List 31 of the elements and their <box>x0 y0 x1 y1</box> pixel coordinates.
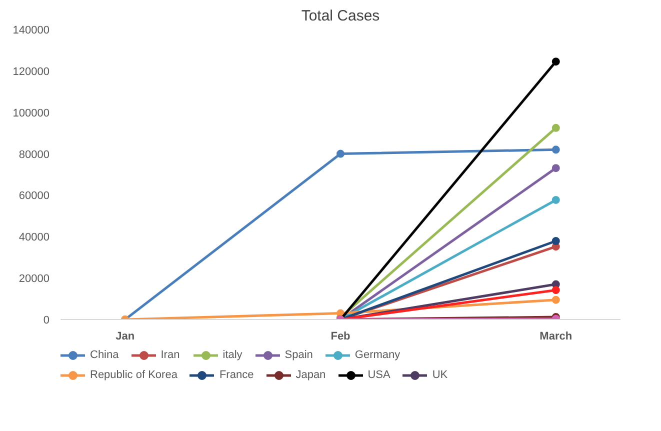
legend-label: Germany <box>354 349 400 361</box>
y-tick-label: 40000 <box>18 232 50 244</box>
point <box>552 286 560 294</box>
point <box>552 58 560 66</box>
y-tick-label: 140000 <box>12 24 50 36</box>
legend-label: Iran <box>160 349 181 361</box>
point <box>552 124 560 132</box>
y-tick-label: 100000 <box>12 107 50 120</box>
legend-label: USA <box>368 369 390 381</box>
point <box>552 146 560 154</box>
chart-title: Total Cases <box>301 8 380 24</box>
x-tick-label: Jan <box>116 330 135 342</box>
legend-label: UK <box>432 369 449 381</box>
legend-label: China <box>90 349 119 361</box>
legend-label: Republic of Korea <box>90 369 178 381</box>
point <box>552 196 560 204</box>
x-tick-label: March <box>540 330 572 342</box>
y-tick-label: 0 <box>43 314 50 326</box>
y-tick-label: 60000 <box>18 190 50 202</box>
legend-label: Spain <box>284 349 313 361</box>
legend-label: italy <box>222 349 243 361</box>
point <box>552 164 560 172</box>
y-tick-label: 20000 <box>18 273 50 286</box>
point <box>552 296 560 304</box>
y-tick-label: 80000 <box>18 148 50 161</box>
point <box>336 150 344 158</box>
point <box>552 237 560 245</box>
legend-label: Japan <box>296 369 326 381</box>
x-tick-label: Feb <box>330 330 351 342</box>
y-tick-label: 120000 <box>12 66 50 78</box>
legend-label: France <box>219 369 254 381</box>
